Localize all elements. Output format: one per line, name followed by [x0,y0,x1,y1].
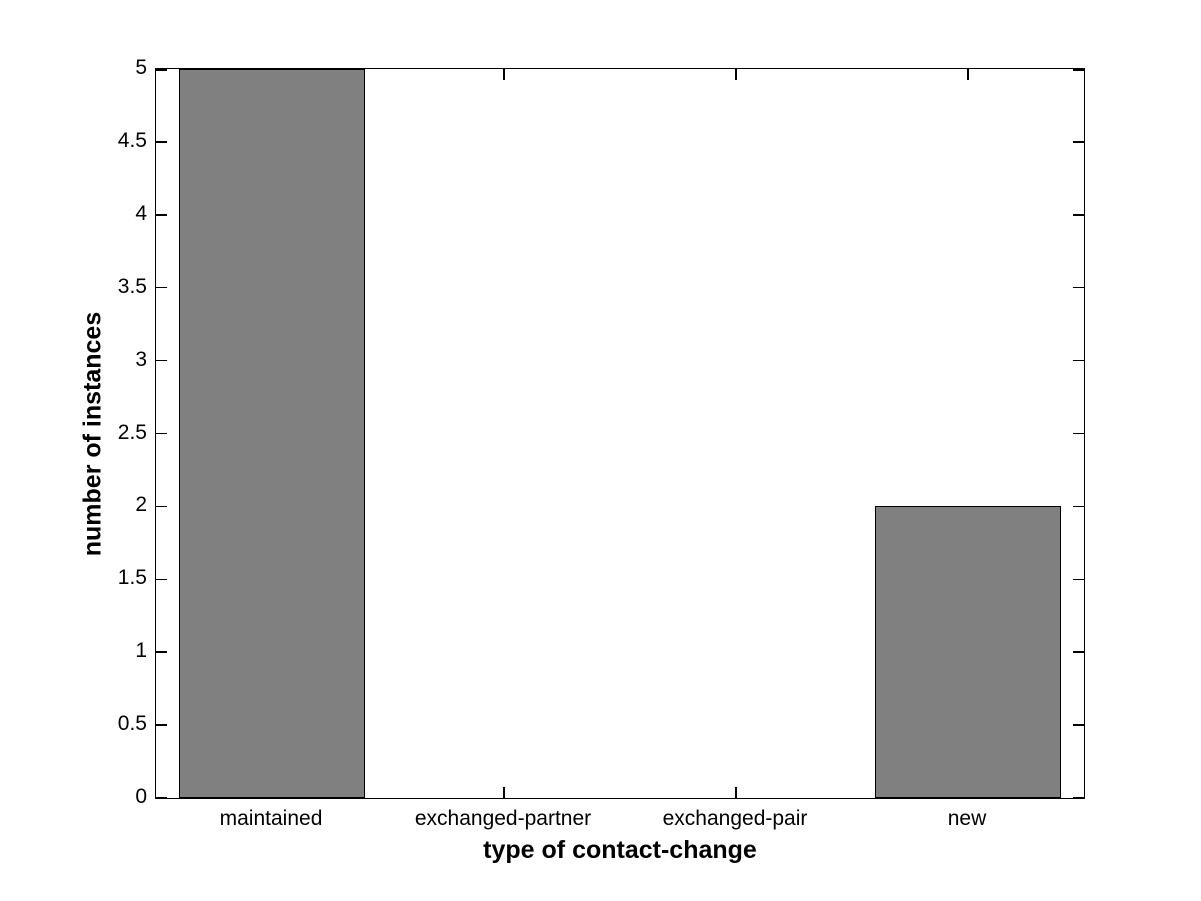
y-tick-left [156,724,167,726]
y-tick-left [156,359,167,362]
x-axis-label: type of contact-change [483,836,757,864]
y-tick-label: 0.5 [117,712,147,736]
y-tick-left [156,69,167,71]
y-tick-left [156,505,167,508]
x-tick-top [503,69,505,80]
y-tick-label: 3 [135,347,147,371]
y-tick-right [1073,214,1084,216]
y-tick-label: 2 [135,493,147,517]
y-tick-right [1073,286,1084,289]
y-tick-left [156,796,167,798]
y-tick-label: 1 [135,639,147,663]
y-tick-right [1073,724,1084,726]
x-tick-bottom [503,787,505,798]
y-tick-label: 4 [135,201,147,225]
bar-maintained [179,69,365,798]
y-tick-left [156,432,167,435]
y-tick-label: 5 [135,56,147,79]
y-tick-right [1073,359,1084,362]
y-tick-label: 4.5 [117,128,147,152]
x-tick-label-maintained: maintained [219,807,323,830]
y-tick-right [1073,578,1084,581]
y-tick-left [156,578,167,581]
x-tick-label-exchanged-pair: exchanged-pair [662,807,808,830]
y-tick-label: 2.5 [117,420,147,444]
plot-area [155,68,1085,799]
y-tick-label: 1.5 [117,566,147,590]
x-tick-top [967,69,969,80]
y-tick-label: 3.5 [117,274,147,298]
x-tick-top [735,69,737,80]
y-tick-right [1073,141,1084,143]
x-tick-bottom [735,787,737,798]
y-tick-left [156,141,167,143]
bar-new [875,506,1061,798]
y-tick-label: 0 [135,785,147,808]
y-tick-left [156,214,167,216]
y-tick-right [1073,432,1084,435]
y-tick-right [1073,69,1084,71]
x-tick-label-new: new [947,807,987,830]
x-tick-label-exchanged-partner: exchanged-partner [414,807,592,830]
y-tick-left [156,651,167,653]
y-tick-right [1073,796,1084,798]
y-tick-right [1073,651,1084,653]
y-tick-right [1073,505,1084,508]
y-tick-left [156,286,167,289]
